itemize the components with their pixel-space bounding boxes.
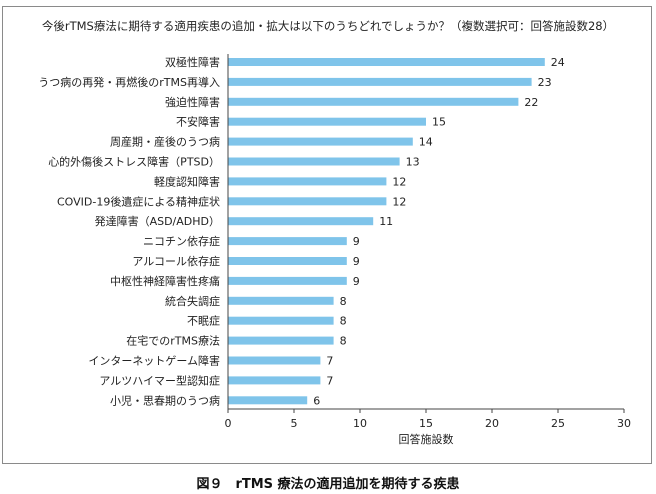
bar (228, 336, 334, 345)
bar (228, 237, 347, 246)
bar (228, 316, 334, 325)
data-label: 22 (524, 96, 538, 109)
data-label: 13 (406, 156, 420, 169)
bar (228, 197, 387, 206)
bar (228, 396, 308, 405)
x-tick-label: 20 (485, 417, 499, 430)
data-label: 12 (392, 175, 406, 188)
category-label: 在宅でのrTMS療法 (126, 334, 220, 348)
category-label: 統合失調症 (165, 294, 220, 308)
data-label: 6 (313, 394, 320, 407)
figure-caption: 図９ rTMS 療法の適用追加を期待する疾患 (196, 477, 460, 492)
bar (228, 58, 545, 66)
category-label: COVID-19後遺症による精神症状 (57, 194, 220, 208)
data-label: 7 (326, 374, 333, 387)
data-label: 9 (353, 255, 360, 268)
bar (228, 117, 426, 126)
bar (228, 217, 374, 226)
data-label: 24 (551, 56, 565, 69)
bar-chart: 双極性障害 24 うつ病の再発・再燃後のrTMS再導入 23 強迫性障害 22 不安障害 15… (38, 54, 631, 446)
x-tick-label: 15 (419, 417, 433, 430)
category-label: 軽度認知障害 (154, 174, 220, 188)
data-label: 9 (353, 275, 360, 288)
bar (228, 276, 347, 285)
bar (228, 97, 519, 106)
bar (228, 157, 400, 166)
category-label: アルツハイマー型認知症 (99, 373, 220, 387)
category-label: 中枢性神経障害性疼痛 (110, 274, 220, 288)
bar (228, 376, 321, 385)
bar (228, 257, 347, 265)
x-axis-title: 回答施設数 (399, 432, 454, 446)
bar (228, 296, 334, 305)
data-label: 11 (379, 215, 393, 228)
x-tick-label: 25 (551, 417, 565, 430)
category-label: 不安障害 (176, 115, 220, 129)
x-tick-label: 10 (353, 417, 367, 430)
data-label: 12 (392, 195, 406, 208)
data-label: 23 (538, 76, 552, 89)
category-label: アルコール依存症 (132, 254, 220, 268)
data-label: 8 (340, 335, 347, 348)
data-label: 8 (340, 315, 347, 328)
bar (228, 177, 387, 186)
x-tick-label: 0 (225, 417, 232, 430)
bar (228, 137, 413, 146)
category-label: うつ病の再発・再燃後のrTMS再導入 (38, 75, 220, 89)
category-label: 不眠症 (187, 314, 220, 328)
data-label: 9 (353, 235, 360, 248)
category-label: 周産期・産後のうつ病 (110, 135, 220, 149)
data-label: 8 (340, 295, 347, 308)
category-label: 双極性障害 (165, 55, 220, 69)
x-tick-label: 5 (291, 417, 298, 430)
chart-title: 今後rTMS療法に期待する適用疾患の追加・拡大は以下のうちどれでしょうか？（複数… (41, 19, 615, 33)
bar (228, 356, 321, 365)
bar (228, 77, 532, 86)
category-label: 心的外傷後ストレス障害（PTSD） (48, 155, 220, 169)
category-label: インターネットゲーム障害 (88, 354, 220, 368)
data-label: 14 (419, 136, 433, 149)
category-label: 発達障害（ASD/ADHD） (95, 214, 220, 228)
category-label: 強迫性障害 (165, 95, 220, 109)
data-label: 15 (432, 116, 446, 129)
chart-frame (2, 6, 652, 464)
category-label: 小児・思春期のうつ病 (110, 393, 220, 407)
data-label: 7 (326, 355, 333, 368)
x-tick-label: 30 (617, 417, 631, 430)
category-label: ニコチン依存症 (143, 234, 220, 248)
